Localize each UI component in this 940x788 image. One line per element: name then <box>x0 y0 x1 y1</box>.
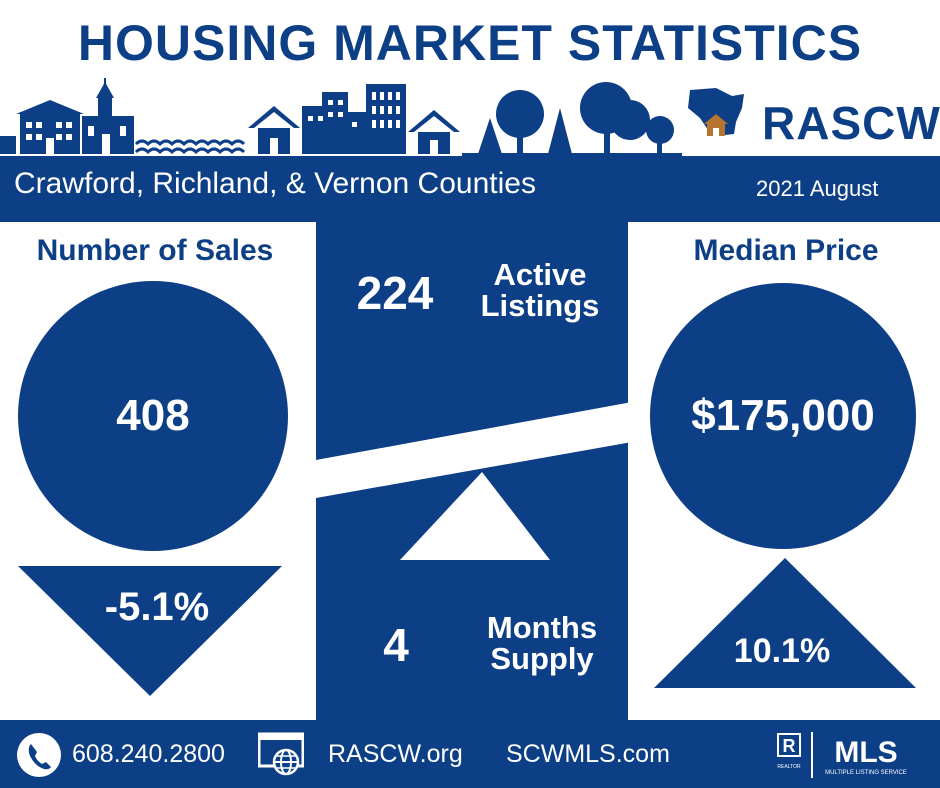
price-value-circle: $175,000 <box>650 283 916 549</box>
active-listings-label-line2: Listings <box>480 288 600 323</box>
realtor-logo-icon: R REALTOR <box>777 733 801 770</box>
seesaw-plank <box>316 402 632 498</box>
website-link-scwmls[interactable]: SCWMLS.com <box>506 740 670 768</box>
region-band <box>0 156 940 222</box>
price-change: 10.1% <box>733 632 831 670</box>
mls-logo: R REALTOR MLS MULTIPLE LISTING SERVICE <box>777 732 907 778</box>
brand-name: RASCW <box>762 97 940 149</box>
active-listings-label: Active Listings <box>460 259 620 321</box>
website-link-rascw[interactable]: RASCW.org <box>328 740 463 768</box>
phone-icon <box>17 733 61 777</box>
active-listings-label-line1: Active <box>493 257 587 292</box>
mls-subtitle: MULTIPLE LISTING SERVICE <box>825 770 907 776</box>
footer-bar <box>0 720 940 788</box>
price-heading: Median Price <box>693 234 879 267</box>
price-trend-up-icon <box>654 558 916 688</box>
skyline-illustration <box>0 78 744 156</box>
sales-value-circle: 408 <box>18 281 288 551</box>
market-seesaw-gauge: 0-4 Months Sellers Market 7+ Months Buye… <box>316 402 632 560</box>
web-globe-icon <box>258 732 304 776</box>
period-label: 2021 August <box>756 176 879 201</box>
wisconsin-house-logo <box>688 88 744 136</box>
sales-trend-down-icon <box>18 566 282 696</box>
realtor-mark: REALTOR <box>777 764 801 770</box>
svg-text:R: R <box>783 736 796 756</box>
active-listings-value: 224 <box>356 267 434 319</box>
months-supply-label-line1: Months <box>486 610 598 645</box>
sales-heading: Number of Sales <box>36 234 274 267</box>
phone-number[interactable]: 608.240.2800 <box>72 740 225 768</box>
months-supply-label-line2: Supply <box>490 641 594 676</box>
seesaw-fulcrum <box>400 472 550 560</box>
months-supply-value: 4 <box>383 619 409 671</box>
region-label: Crawford, Richland, & Vernon Counties <box>14 167 536 200</box>
page-title: HOUSING MARKET STATISTICS <box>77 15 863 71</box>
mls-mark: MLS <box>834 736 897 769</box>
sales-value: 408 <box>116 391 190 440</box>
sales-change: -5.1% <box>104 585 210 629</box>
months-supply-label: Months Supply <box>460 612 624 674</box>
price-value: $175,000 <box>691 391 875 440</box>
